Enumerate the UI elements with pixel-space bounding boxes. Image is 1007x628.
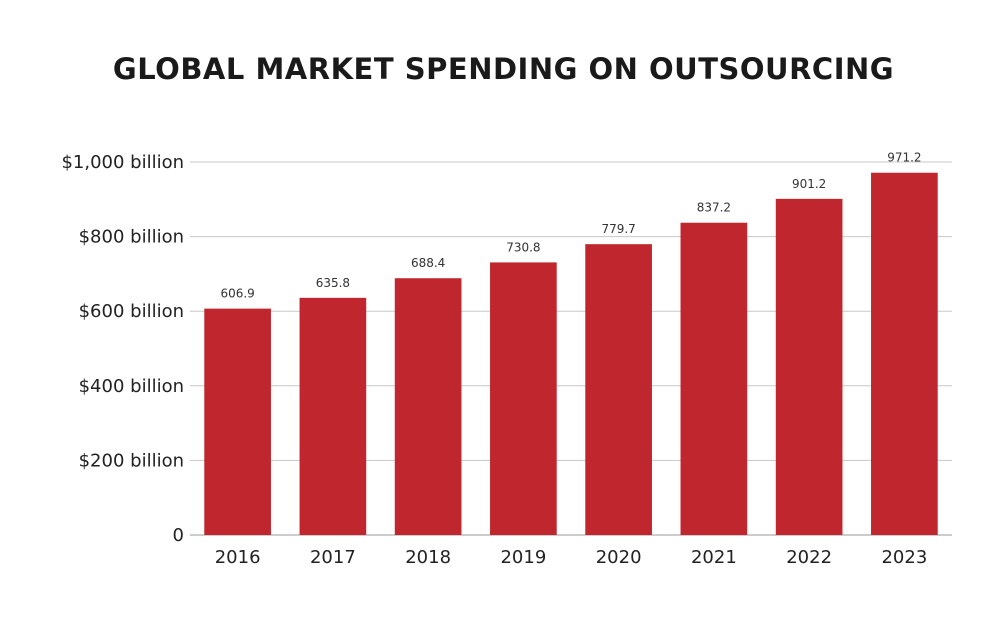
y-tick-label: $400 billion — [79, 376, 184, 397]
bar-2018 — [394, 278, 462, 535]
bar-2022 — [775, 198, 843, 535]
data-label: 730.8 — [506, 240, 540, 254]
bars — [204, 172, 938, 535]
y-tick-label: $1,000 billion — [61, 152, 184, 173]
y-tick-label: $600 billion — [79, 301, 184, 322]
y-tick-label: $200 billion — [79, 450, 184, 471]
bar-2017 — [299, 297, 367, 535]
data-label: 837.2 — [697, 201, 731, 215]
data-label: 688.4 — [411, 256, 445, 270]
data-labels: 606.9 635.8 688.4 730.8 779.7 837.2 901.2 971.2 — [220, 151, 921, 301]
y-tick-label: 0 — [173, 525, 184, 546]
chart-title: GLOBAL MARKET SPENDING ON OUTSOURCING — [112, 52, 895, 86]
x-tick-label: 2019 — [500, 547, 546, 568]
bar-2021 — [680, 222, 748, 535]
x-axis-tick-labels: 2016 2017 2018 2019 2020 2021 2022 2023 — [215, 547, 928, 568]
bar-2020 — [585, 244, 652, 535]
data-label: 779.7 — [601, 222, 635, 236]
data-label: 635.8 — [316, 276, 350, 290]
x-tick-label: 2018 — [405, 547, 451, 568]
x-tick-label: 2017 — [310, 547, 356, 568]
x-tick-label: 2021 — [691, 547, 737, 568]
y-tick-label: $800 billion — [79, 227, 184, 248]
data-label: 606.9 — [220, 287, 254, 301]
data-label: 901.2 — [792, 177, 826, 191]
data-label: 971.2 — [887, 151, 921, 165]
bar-2023 — [871, 172, 938, 535]
bar-2019 — [490, 262, 557, 535]
bar-2016 — [204, 308, 271, 535]
y-axis-tick-labels: 0 $200 billion $400 billion $600 billion $80… — [61, 152, 184, 546]
x-tick-label: 2022 — [786, 547, 832, 568]
x-tick-label: 2016 — [215, 547, 261, 568]
x-tick-label: 2020 — [596, 547, 642, 568]
x-tick-label: 2023 — [881, 547, 927, 568]
